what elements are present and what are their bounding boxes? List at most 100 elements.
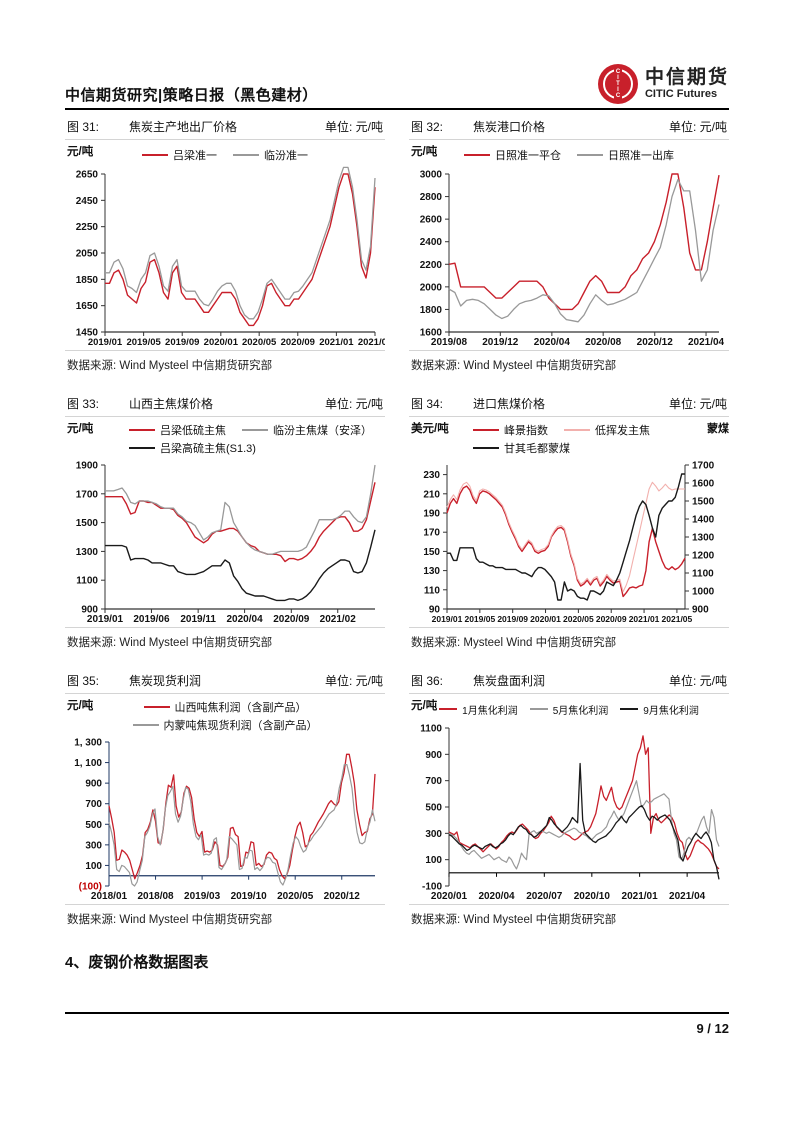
figure-31-panel: 图 31: 焦炭主产地出厂价格 单位: 元/吨 元/吨 吕梁准一 临汾准一 1450 1… [65,112,393,375]
logo-english-name: CITIC Futures [644,87,718,100]
svg-text:2020/09: 2020/09 [273,614,310,625]
legend-line-swatch [473,429,499,431]
logo-chinese-name: 中信期货 [644,66,729,88]
logo-column-shape [613,66,622,102]
chart-legend: 吕梁低硫主焦 临汾主焦煤（安泽） 吕梁高硫主焦(S1.3) [65,419,385,457]
y-axis-unit-label: 元/吨 [411,700,438,712]
svg-text:2018/08: 2018/08 [137,891,174,902]
figure-32-chart: 元/吨 日照准一平仓 日照准一出库 1600 1800 2000 2200 2400 2600 2… [409,140,729,350]
legend-item: 吕梁低硫主焦 [129,422,226,438]
svg-text:2021/04: 2021/04 [688,337,725,348]
svg-text:2200: 2200 [420,260,443,271]
svg-text:2019/01: 2019/01 [88,337,123,348]
report-title: 中信期货研究|策略日报（黑色建材） [65,87,318,104]
svg-text:1300: 1300 [76,547,99,558]
svg-text:2021/01: 2021/01 [629,614,660,624]
legend-line-swatch [129,429,155,431]
figure-source: 数据来源: Wind Mysteel 中信期货研究部 [65,627,385,652]
legend-item: 日照准一出库 [577,145,674,165]
svg-text:2020/12: 2020/12 [637,337,674,348]
svg-text:1200: 1200 [692,551,715,562]
svg-text:-100: -100 [422,882,442,893]
report-page: 中信期货研究|策略日报（黑色建材） CITIC 中信期货 CITIC Futur… [65,64,729,971]
legend-label: 峰景指数 [504,425,548,437]
svg-text:2019/01: 2019/01 [432,614,463,624]
figure-number: 图 31: [67,120,100,134]
figure-unit: 单位: 元/吨 [324,674,383,688]
svg-text:2020/10: 2020/10 [574,891,611,902]
figure-35-chart: 元/吨 山西吨焦利润（含副产品） 内蒙吨焦现货利润（含副产品） (100) 100 300… [65,694,385,904]
figure-caption: 图 33: 山西主焦煤价格 单位: 元/吨 [65,389,385,417]
legend-line-swatch [620,708,639,710]
svg-text:2021/05: 2021/05 [662,614,693,624]
svg-text:900: 900 [692,605,709,616]
svg-text:2020/09: 2020/09 [281,337,315,348]
section-heading-scrap-steel: 4、废钢价格数据图表 [65,954,209,971]
legend-line-swatch [464,154,490,156]
figure-title: 焦炭盘面利润 [473,674,546,688]
figure-34-panel: 图 34: 进口焦煤价格 单位: 元/吨 美元/吨 蒙煤 峰景指数 低挥发主焦 甘其毛都… [409,389,729,652]
citic-futures-logo: CITIC 中信期货 CITIC Futures [597,64,729,105]
svg-text:1600: 1600 [420,328,443,339]
figure-caption: 图 35: 焦炭现货利润 单位: 元/吨 [65,666,385,694]
svg-text:1650: 1650 [76,301,99,312]
svg-text:1500: 1500 [76,518,99,529]
figure-34-chart: 美元/吨 蒙煤 峰景指数 低挥发主焦 甘其毛都蒙煤 90 110 130 150 170 190 21… [409,417,729,627]
legend-item: 吕梁高硫主焦(S1.3) [129,440,256,456]
figure-source: 数据来源: Wind Mysteel 中信期货研究部 [409,350,729,375]
legend-item: 峰景指数 [473,422,548,438]
chart-legend: 1月焦化利润 5月焦化利润 9月焦化利润 [409,696,729,720]
legend-item: 山西吨焦利润（含副产品） [143,699,307,715]
svg-text:2020/08: 2020/08 [585,337,622,348]
svg-text:90: 90 [429,605,441,616]
legend-label: 5月焦化利润 [552,705,609,717]
svg-text:1100: 1100 [76,576,98,587]
legend-label: 吕梁高硫主焦(S1.3) [160,443,256,455]
legend-line-swatch [233,154,259,156]
legend-label: 吕梁低硫主焦 [160,425,226,437]
legend-item: 1月焦化利润 [439,699,518,719]
figure-source: 数据来源: Wind Mysteel 中信期货研究部 [409,904,729,929]
svg-text:1700: 1700 [692,461,715,472]
svg-text:700: 700 [425,776,442,787]
legend-item: 日照准一平仓 [464,145,561,165]
svg-text:2019/09: 2019/09 [165,337,199,348]
figure-number: 图 32: [411,120,444,134]
legend-item: 5月焦化利润 [529,699,609,719]
svg-text:2019/11: 2019/11 [180,614,216,625]
svg-text:2400: 2400 [420,237,443,248]
svg-text:2020/05: 2020/05 [563,614,594,624]
svg-text:2019/05: 2019/05 [126,337,161,348]
figure-title: 进口焦煤价格 [473,397,546,411]
svg-text:2019/05: 2019/05 [464,614,495,624]
svg-text:130: 130 [423,566,440,577]
svg-text:2600: 2600 [420,215,443,226]
legend-line-swatch [577,154,603,156]
svg-text:2020/04: 2020/04 [478,891,515,902]
svg-text:2021/02: 2021/02 [320,614,357,625]
svg-text:2019/01: 2019/01 [87,614,124,625]
right-axis-unit-label: 蒙煤 [707,423,729,435]
figure-source: 数据来源: Mysteel Wind 中信期货研究部 [409,627,729,652]
chart-canvas: 1600 1800 2000 2200 2400 2600 2800 3000 2019/08 2… [420,170,725,349]
figure-35-panel: 图 35: 焦炭现货利润 单位: 元/吨 元/吨 山西吨焦利润（含副产品） 内蒙吨焦… [65,666,385,929]
legend-item: 内蒙吨焦现货利润（含副产品） [132,717,318,733]
chart-legend: 山西吨焦利润（含副产品） 内蒙吨焦现货利润（含副产品） [65,696,385,734]
figure-number: 图 34: [411,397,444,411]
svg-text:700: 700 [85,799,102,810]
svg-text:2020/05: 2020/05 [242,337,277,348]
svg-text:2019/06: 2019/06 [133,614,170,625]
svg-text:900: 900 [81,605,98,616]
legend-line-swatch [142,154,168,156]
logo-wordmark: 中信期货 CITIC Futures [645,68,729,100]
figure-number: 图 35: [67,674,100,688]
page-header: 中信期货研究|策略日报（黑色建材） CITIC 中信期货 CITIC Futur… [65,64,729,110]
svg-text:500: 500 [85,820,102,831]
y-axis-unit-label: 元/吨 [67,423,94,435]
svg-text:2250: 2250 [76,222,99,233]
figure-36-panel: 图 36: 焦炭盘面利润 单位: 元/吨 元/吨 1月焦化利润 5月焦化利润 9月焦化… [409,666,729,929]
svg-text:(100): (100) [79,882,102,893]
svg-text:1400: 1400 [692,515,715,526]
svg-text:1, 100: 1, 100 [74,758,102,769]
